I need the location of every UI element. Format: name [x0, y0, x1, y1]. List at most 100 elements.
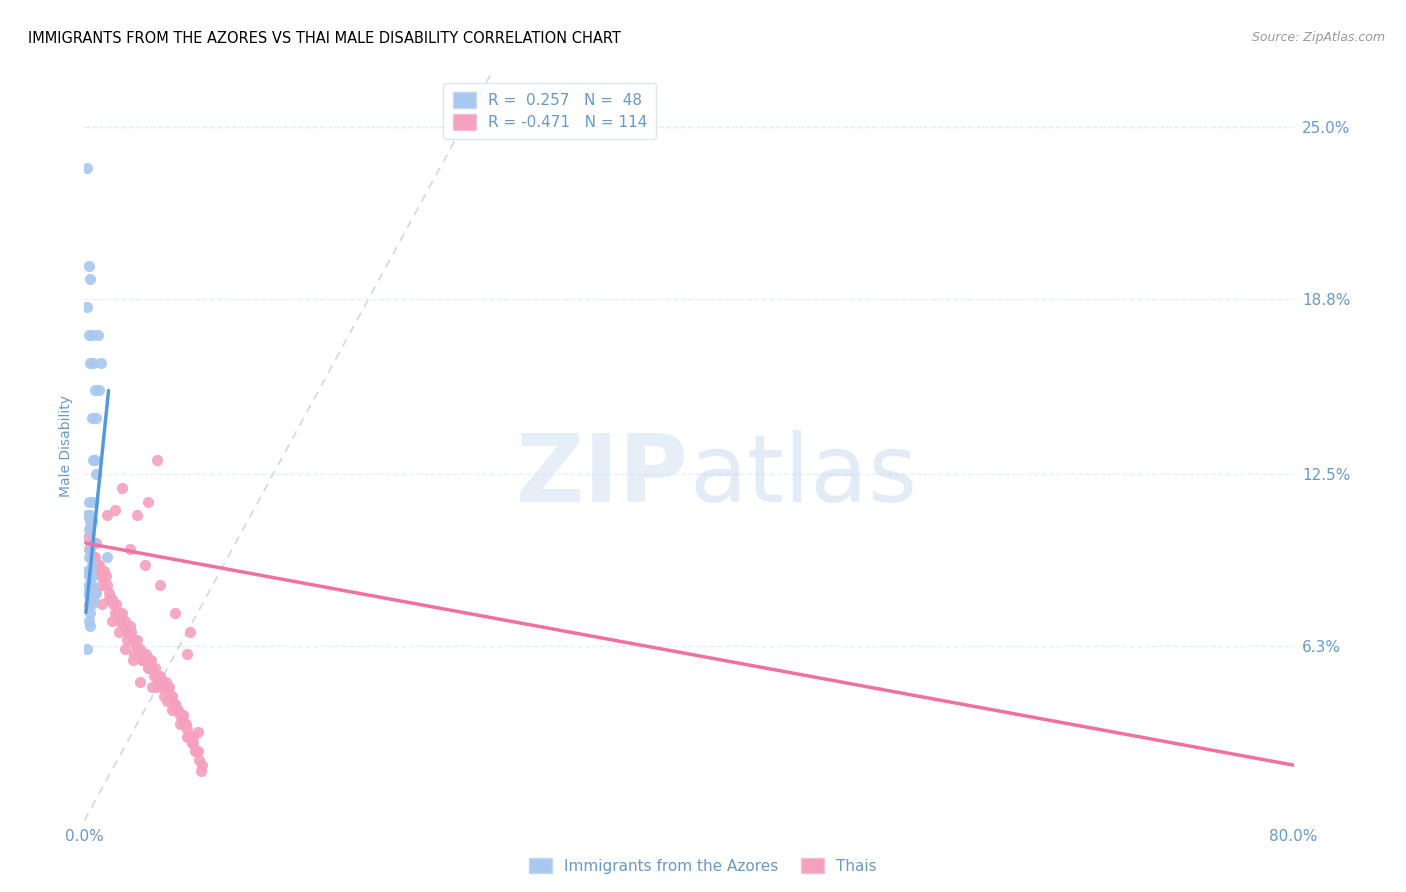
Point: [134, 558, 156, 573]
Point: [156, 694, 179, 708]
Point: [94, 569, 117, 583]
Point: [80, 536, 103, 550]
Point: [135, 647, 157, 661]
Point: [82, 536, 104, 550]
Point: [80, 536, 103, 550]
Point: [86, 467, 108, 481]
Point: [79, 356, 101, 370]
Text: Source: ZipAtlas.com: Source: ZipAtlas.com: [1251, 31, 1385, 45]
Point: [120, 624, 142, 639]
Point: [153, 689, 176, 703]
Point: [190, 764, 212, 778]
Point: [101, 597, 124, 611]
Point: [84, 586, 107, 600]
Point: [89, 558, 111, 573]
Point: [93, 564, 115, 578]
Point: [141, 681, 163, 695]
Point: [77, 614, 100, 628]
Point: [89, 564, 111, 578]
Point: [127, 633, 149, 648]
Point: [80, 558, 103, 573]
Point: [91, 578, 114, 592]
Point: [148, 674, 170, 689]
Point: [77, 328, 100, 343]
Point: [111, 481, 134, 495]
Point: [172, 708, 194, 723]
Point: [114, 614, 136, 628]
Point: [84, 549, 107, 564]
Text: atlas: atlas: [689, 430, 917, 522]
Point: [77, 522, 100, 536]
Point: [191, 758, 214, 772]
Point: [183, 744, 205, 758]
Point: [82, 356, 104, 370]
Point: [79, 514, 101, 528]
Point: [122, 647, 145, 661]
Point: [79, 591, 101, 606]
Point: [107, 606, 129, 620]
Point: [146, 681, 169, 695]
Point: [155, 674, 177, 689]
Point: [129, 641, 152, 656]
Point: [173, 716, 195, 731]
Point: [82, 494, 104, 508]
Point: [139, 661, 162, 675]
Point: [76, 531, 98, 545]
Point: [86, 536, 108, 550]
Point: [152, 681, 174, 695]
Point: [159, 689, 181, 703]
Point: [111, 606, 134, 620]
Point: [187, 744, 209, 758]
Point: [118, 541, 141, 556]
Point: [108, 614, 131, 628]
Point: [117, 624, 139, 639]
Text: ZIP: ZIP: [516, 430, 689, 522]
Point: [141, 661, 163, 675]
Point: [125, 639, 148, 653]
Point: [176, 647, 198, 661]
Point: [80, 514, 103, 528]
Text: IMMIGRANTS FROM THE AZORES VS THAI MALE DISABILITY CORRELATION CHART: IMMIGRANTS FROM THE AZORES VS THAI MALE …: [28, 31, 621, 46]
Point: [80, 411, 103, 425]
Point: [177, 731, 200, 745]
Point: [79, 272, 101, 286]
Point: [157, 681, 180, 695]
Point: [150, 674, 173, 689]
Point: [76, 508, 98, 523]
Point: [167, 703, 190, 717]
Point: [165, 606, 187, 620]
Point: [82, 591, 104, 606]
Point: [146, 669, 169, 683]
Point: [187, 724, 209, 739]
Point: [80, 549, 103, 564]
Point: [76, 564, 98, 578]
Point: [149, 669, 172, 683]
Point: [76, 586, 98, 600]
Point: [131, 647, 153, 661]
Point: [77, 578, 100, 592]
Point: [105, 597, 128, 611]
Point: [96, 578, 118, 592]
Point: [100, 591, 122, 606]
Y-axis label: Male Disability: Male Disability: [59, 395, 73, 497]
Point: [169, 708, 191, 723]
Point: [136, 494, 159, 508]
Point: [139, 653, 162, 667]
Point: [181, 731, 204, 745]
Point: [179, 624, 201, 639]
Point: [128, 647, 150, 661]
Point: [121, 653, 143, 667]
Point: [84, 384, 107, 398]
Point: [82, 549, 104, 564]
Point: [174, 716, 197, 731]
Point: [169, 716, 191, 731]
Point: [165, 697, 187, 711]
Point: [138, 661, 160, 675]
Point: [79, 522, 101, 536]
Point: [181, 736, 204, 750]
Point: [77, 549, 100, 564]
Point: [98, 591, 121, 606]
Point: [136, 661, 159, 675]
Point: [170, 708, 193, 723]
Point: [76, 641, 98, 656]
